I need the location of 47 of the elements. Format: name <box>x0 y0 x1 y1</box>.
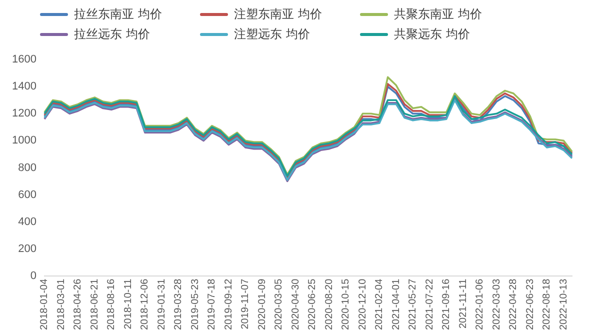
y-tick-label: 1600 <box>12 54 36 66</box>
legend-label: 共聚东南亚 均价 <box>394 6 482 23</box>
x-tick-label: 2020-01-09 <box>256 278 268 330</box>
x-tick-label: 2021-02-04 <box>374 278 386 330</box>
legend-label: 拉丝东南亚 均价 <box>74 6 162 23</box>
y-tick-label: 1400 <box>12 80 36 93</box>
y-tick-label: 200 <box>18 242 36 255</box>
x-tick-label: 2018-12-06 <box>140 278 151 330</box>
x-tick-label: 2021-11-11 <box>458 278 469 329</box>
x-tick-label: 2019-07-18 <box>206 278 218 330</box>
legend-label: 注塑东南亚 均价 <box>234 6 322 23</box>
y-tick-label: 800 <box>18 162 36 174</box>
x-tick-label: 2019-03-28 <box>173 278 184 330</box>
x-tick-label: 2022-10-13 <box>558 278 570 330</box>
x-tick-label: 2022-03-03 <box>491 278 502 330</box>
x-tick-label: 2021-07-22 <box>424 278 436 330</box>
x-tick-label: 2019-05-23 <box>190 278 201 330</box>
x-tick-label: 2019-09-12 <box>223 278 234 330</box>
x-tick-label: 2021-09-16 <box>441 278 452 330</box>
x-tick-label: 2019-01-31 <box>156 278 168 330</box>
x-tick-label: 2021-05-27 <box>408 278 419 330</box>
legend-label: 共聚远东 均价 <box>394 26 470 43</box>
x-tick-label: 2018-03-01 <box>56 278 67 330</box>
x-tick-label: 2018-10-11 <box>122 278 134 330</box>
x-tick-label: 2022-01-06 <box>474 278 486 330</box>
x-tick-label: 2018-04-26 <box>72 278 84 330</box>
x-tick-label: 2020-08-20 <box>324 278 335 330</box>
x-tick-label: 2018-06-21 <box>89 278 100 330</box>
y-tick-label: 600 <box>18 188 36 201</box>
x-tick-label: 2022-08-18 <box>542 278 553 330</box>
y-tick-label: 1000 <box>12 134 36 147</box>
x-tick-label: 2020-10-15 <box>340 278 352 330</box>
x-tick-label: 2020-12-10 <box>357 278 368 330</box>
x-tick-label: 2020-06-25 <box>307 278 318 330</box>
x-tick-label: 2022-04-28 <box>508 278 520 330</box>
x-tick-label: 2018-08-16 <box>106 278 118 330</box>
x-tick-label: 2021-04-01 <box>390 278 402 330</box>
y-tick-label: 0 <box>30 270 36 282</box>
x-tick-label: 2020-03-05 <box>274 278 285 330</box>
legend-label: 注塑远东 均价 <box>234 26 310 43</box>
y-tick-label: 400 <box>18 216 36 228</box>
x-tick-label: 2018-01-04 <box>39 278 50 330</box>
y-tick-label: 1200 <box>12 108 36 120</box>
x-tick-label: 2019-11-07 <box>240 278 252 330</box>
x-tick-label: 2022-06-23 <box>524 278 536 330</box>
legend-label: 拉丝远东 均价 <box>74 26 150 43</box>
x-tick-label: 2020-04-30 <box>290 278 302 330</box>
